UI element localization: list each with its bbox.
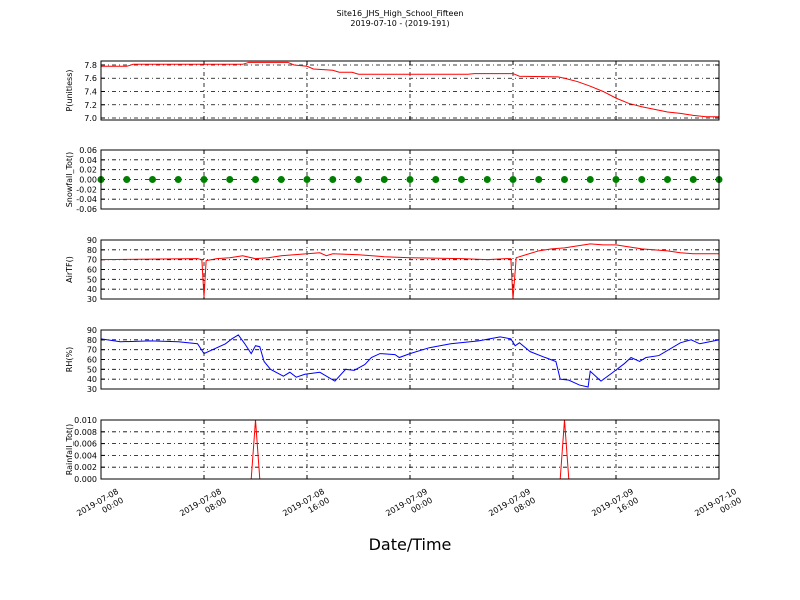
data-point [355,176,362,183]
y-tick-label: 30 [87,295,97,304]
chart-title: Site16_JHS_High_School_Fifteen [337,9,464,18]
data-line [100,334,720,388]
data-point [535,176,543,183]
data-point [200,176,208,183]
y-tick-label: 0.04 [79,156,97,165]
y-axis-label: Snowfall_Tot() [65,152,74,208]
plot-frame [100,329,720,390]
y-tick-label: 0.004 [74,451,97,460]
chart-subtitle: 2019-07-10 - (2019-191) [350,19,449,28]
plot-frame [100,239,720,300]
y-axis-label: AirTF() [65,256,74,283]
y-tick-label: 80 [87,246,97,255]
y-tick-label: -0.02 [76,185,97,194]
y-axis-label: P(unitless) [65,69,74,111]
data-point [561,176,568,183]
y-tick-label: 7.4 [84,87,97,96]
data-point [380,176,388,183]
y-tick-label: 0.008 [74,428,97,437]
y-tick-label: 50 [87,365,97,374]
data-point [483,176,491,183]
x-axis-label: Date/Time [369,535,452,554]
data-point [458,176,465,183]
y-axis-label: Rainfall_Tot() [65,424,74,476]
y-tick-label: 30 [87,385,97,394]
y-tick-label: 60 [87,356,97,365]
data-point [612,176,620,183]
data-point [664,176,671,183]
data-point [303,176,311,183]
y-tick-label: 0.002 [74,463,97,472]
y-tick-label: 0.000 [74,475,97,484]
plot-frame [100,60,720,121]
y-tick-label: 7.8 [84,61,97,70]
y-tick-label: -0.04 [76,195,97,204]
y-tick-label: 60 [87,266,97,275]
y-tick-label: 40 [87,375,97,384]
data-point [406,176,414,183]
y-tick-label: 0.00 [79,176,97,185]
y-tick-label: 7.2 [84,101,97,110]
data-point [277,176,285,183]
data-point [586,176,594,183]
data-point [689,176,697,183]
y-tick-label: 90 [87,326,97,335]
y-tick-label: 0.02 [79,166,97,175]
y-tick-label: 0.010 [74,416,97,425]
data-point [149,176,156,183]
data-line [101,61,719,118]
data-point [123,176,131,183]
y-tick-label: -0.06 [76,205,97,214]
data-point [226,176,234,183]
y-tick-label: 90 [87,236,97,245]
data-point [638,176,646,183]
y-axis-label: RH(%) [65,347,74,372]
data-point [252,176,259,183]
plot-frame [100,149,720,210]
data-point [174,176,182,183]
y-tick-label: 7.6 [84,74,97,83]
y-tick-label: 0.06 [79,146,97,155]
data-point [432,176,440,183]
y-tick-label: 70 [87,346,97,355]
y-tick-label: 40 [87,285,97,294]
data-point [509,176,517,183]
y-tick-label: 50 [87,275,97,284]
y-tick-label: 7.0 [84,114,97,123]
y-tick-label: 70 [87,256,97,265]
y-tick-label: 80 [87,336,97,345]
plot-frame [100,419,720,480]
y-tick-label: 0.006 [74,440,97,449]
data-point [329,176,337,183]
data-line [100,243,719,300]
